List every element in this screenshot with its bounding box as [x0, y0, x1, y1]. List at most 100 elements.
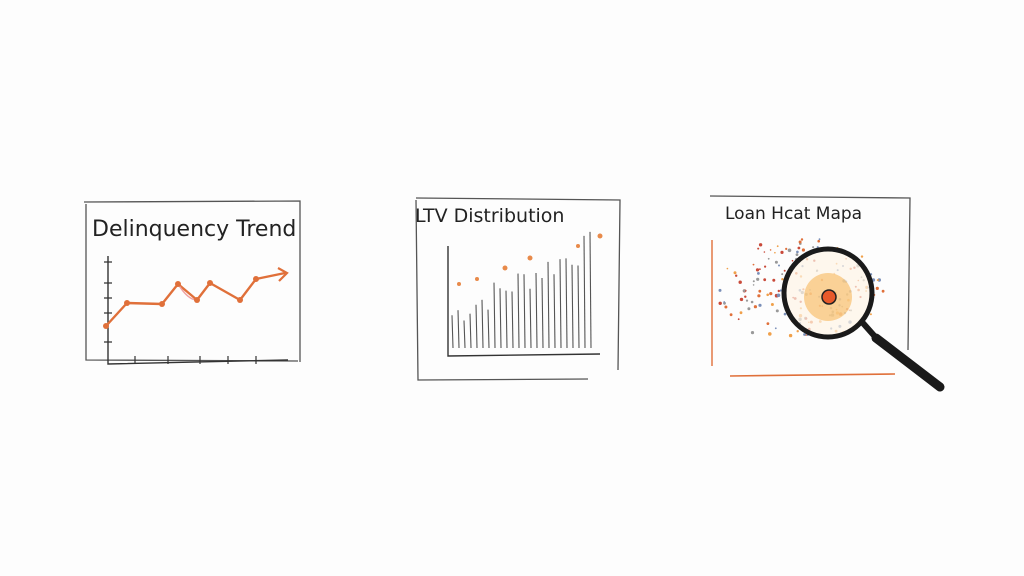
- dot: [718, 288, 722, 292]
- stroke-line: [523, 274, 526, 349]
- stroke-line: [529, 288, 532, 349]
- panel-frame: [415, 197, 621, 381]
- stroke-line: [457, 310, 460, 349]
- dot: [763, 251, 766, 253]
- stroke-line: [505, 290, 508, 349]
- stroke-line: [547, 261, 550, 349]
- dot: [766, 322, 770, 325]
- dot: [860, 255, 864, 258]
- dot: [817, 239, 820, 243]
- axis: [447, 246, 601, 357]
- stroke-line: [559, 259, 562, 349]
- magnifier: [781, 246, 945, 392]
- dot: [738, 280, 742, 284]
- dot: [779, 289, 783, 292]
- stroke-line: [451, 315, 454, 349]
- arrow-head: [277, 267, 289, 282]
- stroke-line: [469, 313, 472, 349]
- dot: [780, 250, 784, 254]
- dot: [818, 238, 821, 241]
- dot: [757, 294, 761, 298]
- distribution-lines: [451, 231, 592, 349]
- trend-points: [103, 276, 259, 329]
- dot: [795, 253, 799, 256]
- dot: [772, 278, 776, 282]
- dot: [768, 332, 772, 336]
- dot: [745, 299, 749, 302]
- dot: [876, 279, 879, 282]
- dot: [744, 295, 747, 298]
- dot: [758, 303, 762, 307]
- dot: [781, 278, 784, 281]
- dot: [766, 293, 769, 297]
- stroke-line: [541, 277, 544, 349]
- dot: [770, 303, 774, 306]
- dot: [755, 268, 760, 272]
- dot: [758, 243, 763, 247]
- stroke-line: [517, 273, 520, 349]
- dot: [774, 260, 778, 264]
- dot: [763, 278, 767, 282]
- dot: [752, 280, 755, 283]
- dot: [787, 248, 792, 253]
- dot: [783, 269, 786, 272]
- dot: [747, 307, 751, 311]
- dot: [777, 289, 780, 293]
- ltv-points: [457, 233, 603, 286]
- dot: [757, 272, 760, 275]
- dot: [735, 274, 738, 277]
- trend-panel: Delinquency Trend: [83, 200, 301, 365]
- dot: [774, 251, 776, 254]
- dot: [881, 289, 885, 293]
- dot: [718, 301, 722, 305]
- dot: [726, 267, 729, 270]
- dot: [774, 327, 777, 330]
- dot: [724, 305, 728, 309]
- dot: [797, 246, 801, 250]
- dot: [758, 289, 762, 293]
- dot: [781, 273, 784, 276]
- stroke-line: [511, 291, 514, 349]
- stroke-line: [553, 274, 556, 349]
- dot: [753, 305, 758, 309]
- bottom-edge: [729, 373, 896, 377]
- stroke-line: [535, 273, 538, 349]
- dot: [783, 312, 787, 316]
- dot: [803, 333, 806, 336]
- stroke-line: [583, 235, 586, 349]
- panel-title: LTV Distribution: [415, 205, 564, 227]
- dot: [801, 248, 806, 252]
- dot: [767, 257, 770, 260]
- dot: [750, 331, 755, 335]
- stroke-line: [589, 231, 592, 349]
- dot: [739, 297, 744, 302]
- stroke-line: [577, 265, 580, 349]
- dot: [737, 318, 740, 321]
- stroke-line: [571, 264, 574, 349]
- stroke-line: [463, 320, 466, 349]
- dot: [798, 240, 802, 244]
- stroke-line: [493, 282, 496, 349]
- heatmap-panel: Loan Hcat Mapa: [709, 195, 945, 392]
- stroke-line: [487, 309, 490, 349]
- dot: [776, 245, 779, 248]
- dot: [791, 259, 794, 262]
- dot: [764, 265, 767, 268]
- dot: [769, 292, 773, 296]
- dot: [742, 289, 746, 293]
- dot: [752, 263, 755, 266]
- dot: [769, 249, 772, 251]
- hotspot: [821, 289, 837, 305]
- dot: [796, 330, 799, 333]
- dot: [757, 247, 760, 250]
- dot: [729, 313, 733, 317]
- dot: [875, 286, 879, 290]
- ltv-panel: LTV Distribution: [415, 197, 621, 381]
- dot: [752, 284, 755, 286]
- dot: [776, 293, 781, 298]
- dot: [796, 250, 799, 254]
- panel-frame: [709, 195, 911, 351]
- dot: [750, 300, 754, 304]
- dot: [733, 271, 737, 275]
